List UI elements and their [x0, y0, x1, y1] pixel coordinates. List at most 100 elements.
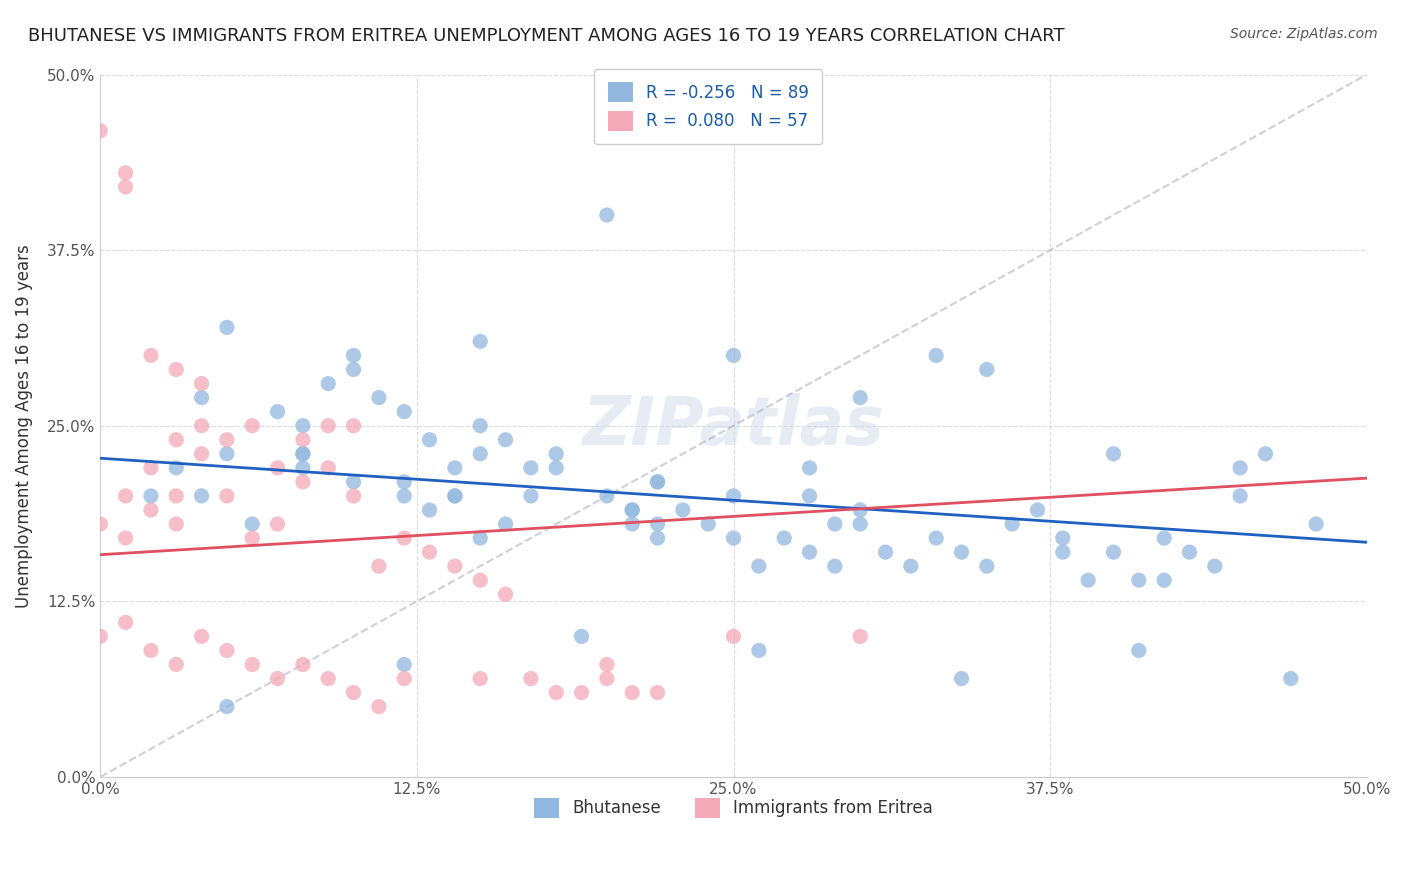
Point	[1102, 447, 1125, 461]
Point	[723, 629, 745, 643]
Point	[342, 418, 364, 433]
Point	[495, 433, 517, 447]
Point	[316, 376, 339, 391]
Point	[596, 672, 619, 686]
Point	[266, 672, 288, 686]
Point	[190, 376, 212, 391]
Point	[596, 489, 619, 503]
Point	[215, 320, 238, 334]
Point	[316, 418, 339, 433]
Point	[1254, 447, 1277, 461]
Point	[1153, 573, 1175, 587]
Point	[89, 124, 111, 138]
Point	[976, 559, 998, 574]
Point	[546, 460, 568, 475]
Point	[291, 447, 314, 461]
Point	[495, 516, 517, 531]
Point	[723, 348, 745, 362]
Point	[190, 629, 212, 643]
Point	[165, 489, 187, 503]
Point	[748, 643, 770, 657]
Point	[215, 447, 238, 461]
Point	[470, 334, 492, 349]
Point	[849, 516, 872, 531]
Point	[925, 531, 948, 545]
Point	[316, 672, 339, 686]
Point	[190, 489, 212, 503]
Point	[342, 362, 364, 376]
Point	[1026, 503, 1049, 517]
Point	[342, 348, 364, 362]
Point	[392, 672, 415, 686]
Point	[849, 503, 872, 517]
Point	[266, 516, 288, 531]
Point	[114, 531, 136, 545]
Point	[266, 404, 288, 418]
Point	[900, 559, 922, 574]
Y-axis label: Unemployment Among Ages 16 to 19 years: Unemployment Among Ages 16 to 19 years	[15, 244, 32, 607]
Point	[291, 657, 314, 672]
Point	[1305, 516, 1327, 531]
Point	[392, 531, 415, 545]
Point	[444, 489, 467, 503]
Point	[114, 180, 136, 194]
Point	[1178, 545, 1201, 559]
Point	[266, 460, 288, 475]
Text: BHUTANESE VS IMMIGRANTS FROM ERITREA UNEMPLOYMENT AMONG AGES 16 TO 19 YEARS CORR: BHUTANESE VS IMMIGRANTS FROM ERITREA UNE…	[28, 27, 1064, 45]
Point	[773, 531, 796, 545]
Point	[1001, 516, 1024, 531]
Point	[520, 672, 543, 686]
Point	[367, 559, 389, 574]
Point	[419, 433, 441, 447]
Point	[697, 516, 720, 531]
Point	[672, 503, 695, 517]
Point	[470, 418, 492, 433]
Point	[950, 545, 973, 559]
Point	[621, 685, 644, 699]
Point	[470, 672, 492, 686]
Point	[1279, 672, 1302, 686]
Point	[1128, 573, 1150, 587]
Legend: Bhutanese, Immigrants from Eritrea: Bhutanese, Immigrants from Eritrea	[527, 791, 939, 825]
Point	[470, 531, 492, 545]
Point	[596, 208, 619, 222]
Point	[240, 516, 263, 531]
Point	[419, 503, 441, 517]
Point	[291, 433, 314, 447]
Point	[291, 418, 314, 433]
Point	[976, 362, 998, 376]
Point	[571, 685, 593, 699]
Point	[215, 489, 238, 503]
Point	[240, 531, 263, 545]
Point	[824, 516, 846, 531]
Point	[139, 460, 162, 475]
Point	[291, 475, 314, 489]
Point	[546, 447, 568, 461]
Point	[596, 657, 619, 672]
Point	[392, 475, 415, 489]
Point	[748, 559, 770, 574]
Point	[546, 685, 568, 699]
Point	[1052, 531, 1074, 545]
Point	[723, 489, 745, 503]
Point	[621, 503, 644, 517]
Point	[392, 404, 415, 418]
Point	[824, 559, 846, 574]
Point	[392, 489, 415, 503]
Text: ZIPatlas: ZIPatlas	[582, 392, 884, 458]
Point	[215, 433, 238, 447]
Point	[1052, 545, 1074, 559]
Point	[367, 699, 389, 714]
Point	[647, 475, 669, 489]
Point	[470, 573, 492, 587]
Point	[1077, 573, 1099, 587]
Point	[799, 489, 821, 503]
Point	[342, 685, 364, 699]
Point	[419, 545, 441, 559]
Point	[190, 447, 212, 461]
Point	[723, 531, 745, 545]
Point	[291, 447, 314, 461]
Point	[342, 475, 364, 489]
Point	[240, 657, 263, 672]
Point	[139, 489, 162, 503]
